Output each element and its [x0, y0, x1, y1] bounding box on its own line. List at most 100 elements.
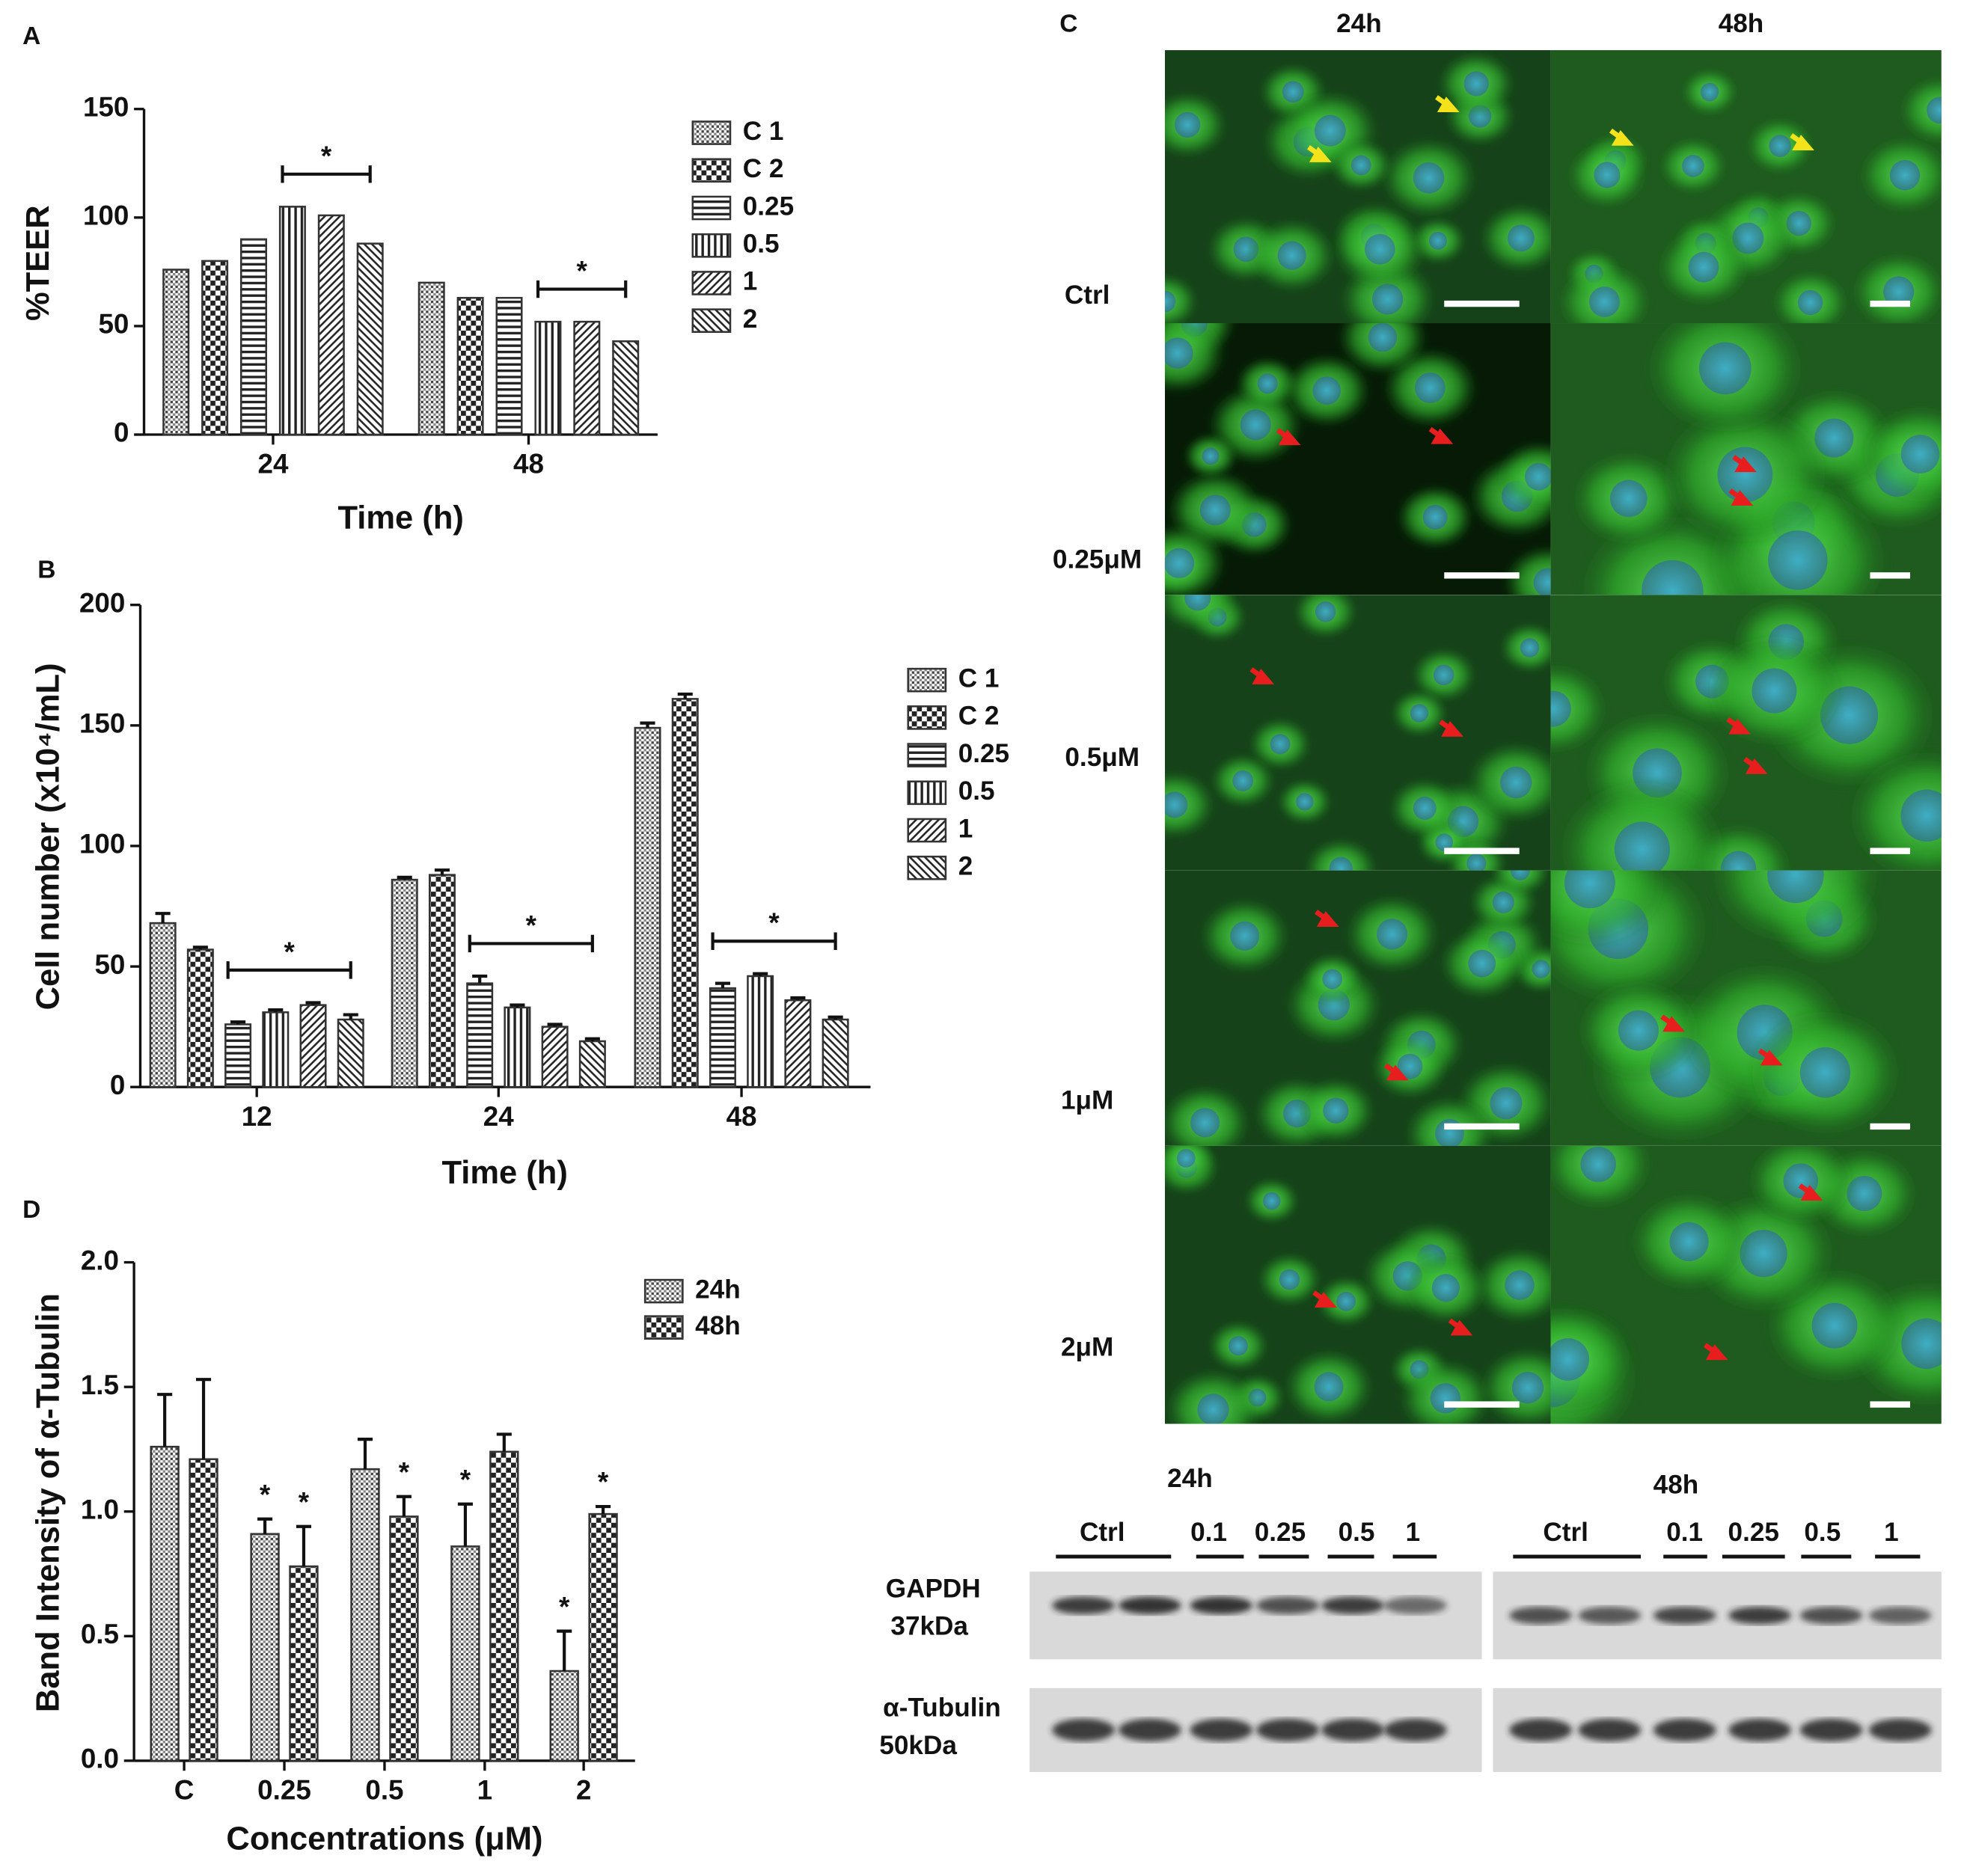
nucleus	[1413, 162, 1445, 194]
bar	[428, 874, 456, 1088]
nucleus	[1228, 1336, 1249, 1356]
significance-star: *	[576, 256, 587, 286]
nucleus	[1184, 595, 1211, 611]
nucleus	[1277, 241, 1306, 270]
significance-star: *	[768, 907, 780, 938]
y-tick-label: 0.5	[81, 1619, 119, 1649]
arrow	[1757, 1048, 1783, 1066]
nucleus	[1688, 251, 1719, 283]
legend-label: 2	[958, 852, 973, 881]
arrow	[1315, 910, 1339, 927]
arrow	[1435, 95, 1460, 113]
nucleus	[1510, 870, 1530, 880]
micrograph	[1164, 870, 1551, 1146]
legend-swatch	[907, 667, 947, 693]
nucleus	[1525, 463, 1551, 491]
nucleus	[1505, 1270, 1535, 1300]
blot-band	[1052, 1596, 1115, 1615]
nucleus	[1550, 1338, 1590, 1381]
blot-band	[1256, 1718, 1319, 1741]
micrograph-content	[1164, 870, 1551, 1146]
cell	[1303, 837, 1378, 871]
micrograph	[1550, 50, 1942, 324]
panel-letter: A	[22, 22, 40, 50]
error-bar	[305, 1001, 321, 1005]
error-bar	[677, 692, 693, 699]
blot-band	[1509, 1718, 1573, 1741]
arrow	[1428, 426, 1454, 444]
bar	[417, 281, 445, 436]
nucleus	[1164, 337, 1193, 369]
error-bar	[790, 996, 806, 1001]
lane-label: 0.1	[1190, 1518, 1227, 1547]
nucleus	[1797, 289, 1823, 316]
error-bar	[596, 1504, 611, 1515]
nucleus	[1430, 1383, 1461, 1414]
significance-star: *	[321, 141, 332, 171]
nucleus	[1511, 1371, 1544, 1404]
lane-label: 0.25	[1255, 1518, 1306, 1547]
cell	[1897, 75, 1942, 146]
bar	[201, 260, 229, 436]
significance-star: *	[460, 1464, 471, 1495]
nucleus	[1397, 1053, 1423, 1079]
nucleus	[1698, 342, 1752, 395]
legend-swatch	[691, 233, 732, 258]
bar	[189, 1458, 218, 1762]
error-bar	[547, 1023, 563, 1027]
column-header: 48h	[1719, 9, 1764, 38]
error-bar	[584, 1037, 600, 1041]
bar	[549, 1670, 579, 1762]
nucleus	[1371, 283, 1404, 315]
micrograph	[1164, 323, 1551, 595]
legend-swatch	[691, 158, 732, 183]
bar	[391, 878, 418, 1088]
arrow	[1743, 756, 1768, 774]
nucleus	[1428, 231, 1447, 250]
nucleus	[1296, 793, 1314, 811]
y-axis-title: %TEER	[20, 205, 56, 321]
y-axis-title: Band Intensity of α-Tubulin	[30, 1293, 66, 1712]
error-bar	[230, 1020, 246, 1025]
legend-label: 0.25	[958, 739, 1009, 768]
nucleus	[1377, 919, 1408, 950]
legend-label: 0.5	[743, 229, 780, 258]
cell	[1164, 770, 1217, 840]
x-tick-label: 24	[483, 1101, 514, 1132]
nucleus	[1230, 921, 1260, 951]
y-tick-label: 0	[114, 417, 129, 448]
significance-bracket	[711, 932, 837, 950]
legend-swatch	[691, 120, 732, 145]
bar	[356, 242, 384, 436]
nucleus	[1717, 447, 1773, 503]
nucleus	[1315, 601, 1336, 622]
arrow	[1249, 667, 1275, 684]
legend-swatch	[907, 818, 947, 843]
row-label: Ctrl	[1065, 281, 1110, 310]
bar	[495, 296, 523, 436]
arrow	[1732, 455, 1757, 473]
cell	[1550, 1303, 1636, 1415]
nucleus	[1499, 766, 1532, 799]
y-tick-label: 50	[98, 309, 129, 340]
cell	[1490, 870, 1551, 896]
nucleus	[1257, 373, 1278, 394]
row-label: 1μM	[1061, 1086, 1113, 1115]
nucleus	[1618, 1010, 1659, 1051]
arrow	[1790, 133, 1814, 151]
bar	[337, 1018, 364, 1088]
nucleus	[1594, 162, 1621, 188]
nucleus	[1740, 1230, 1787, 1278]
nucleus	[1368, 323, 1398, 352]
error-bar	[296, 1524, 312, 1567]
cell	[1164, 273, 1199, 324]
y-tick-label: 1.0	[81, 1494, 119, 1524]
blot-band	[1321, 1596, 1384, 1615]
error-bar	[157, 1393, 173, 1447]
row-label: 2μM	[1061, 1332, 1113, 1361]
lane-label: 0.1	[1666, 1518, 1703, 1547]
y-tick-label: 0	[110, 1070, 125, 1100]
blot-timepoint: 24h	[1167, 1464, 1213, 1493]
scale-bar	[1870, 1123, 1911, 1130]
